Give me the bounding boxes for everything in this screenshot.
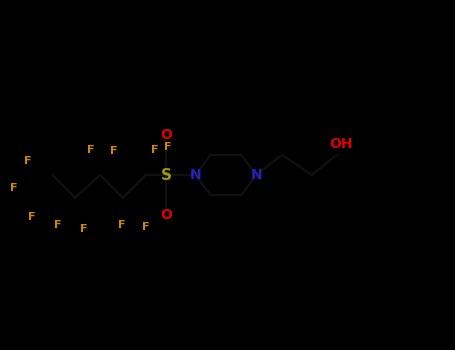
Text: F: F (151, 145, 158, 155)
Text: F: F (87, 145, 95, 155)
Text: F: F (10, 183, 17, 193)
Text: O: O (160, 208, 172, 222)
Text: F: F (110, 146, 117, 155)
Text: F: F (118, 220, 126, 230)
Text: O: O (160, 128, 172, 142)
Text: OH: OH (329, 137, 353, 151)
Text: F: F (164, 142, 171, 152)
Text: N: N (190, 168, 202, 182)
Text: F: F (55, 220, 62, 230)
Text: S: S (161, 168, 172, 182)
Text: F: F (28, 212, 35, 222)
Text: F: F (24, 156, 31, 166)
Text: F: F (81, 224, 88, 234)
Text: N: N (250, 168, 262, 182)
Text: F: F (142, 222, 149, 232)
